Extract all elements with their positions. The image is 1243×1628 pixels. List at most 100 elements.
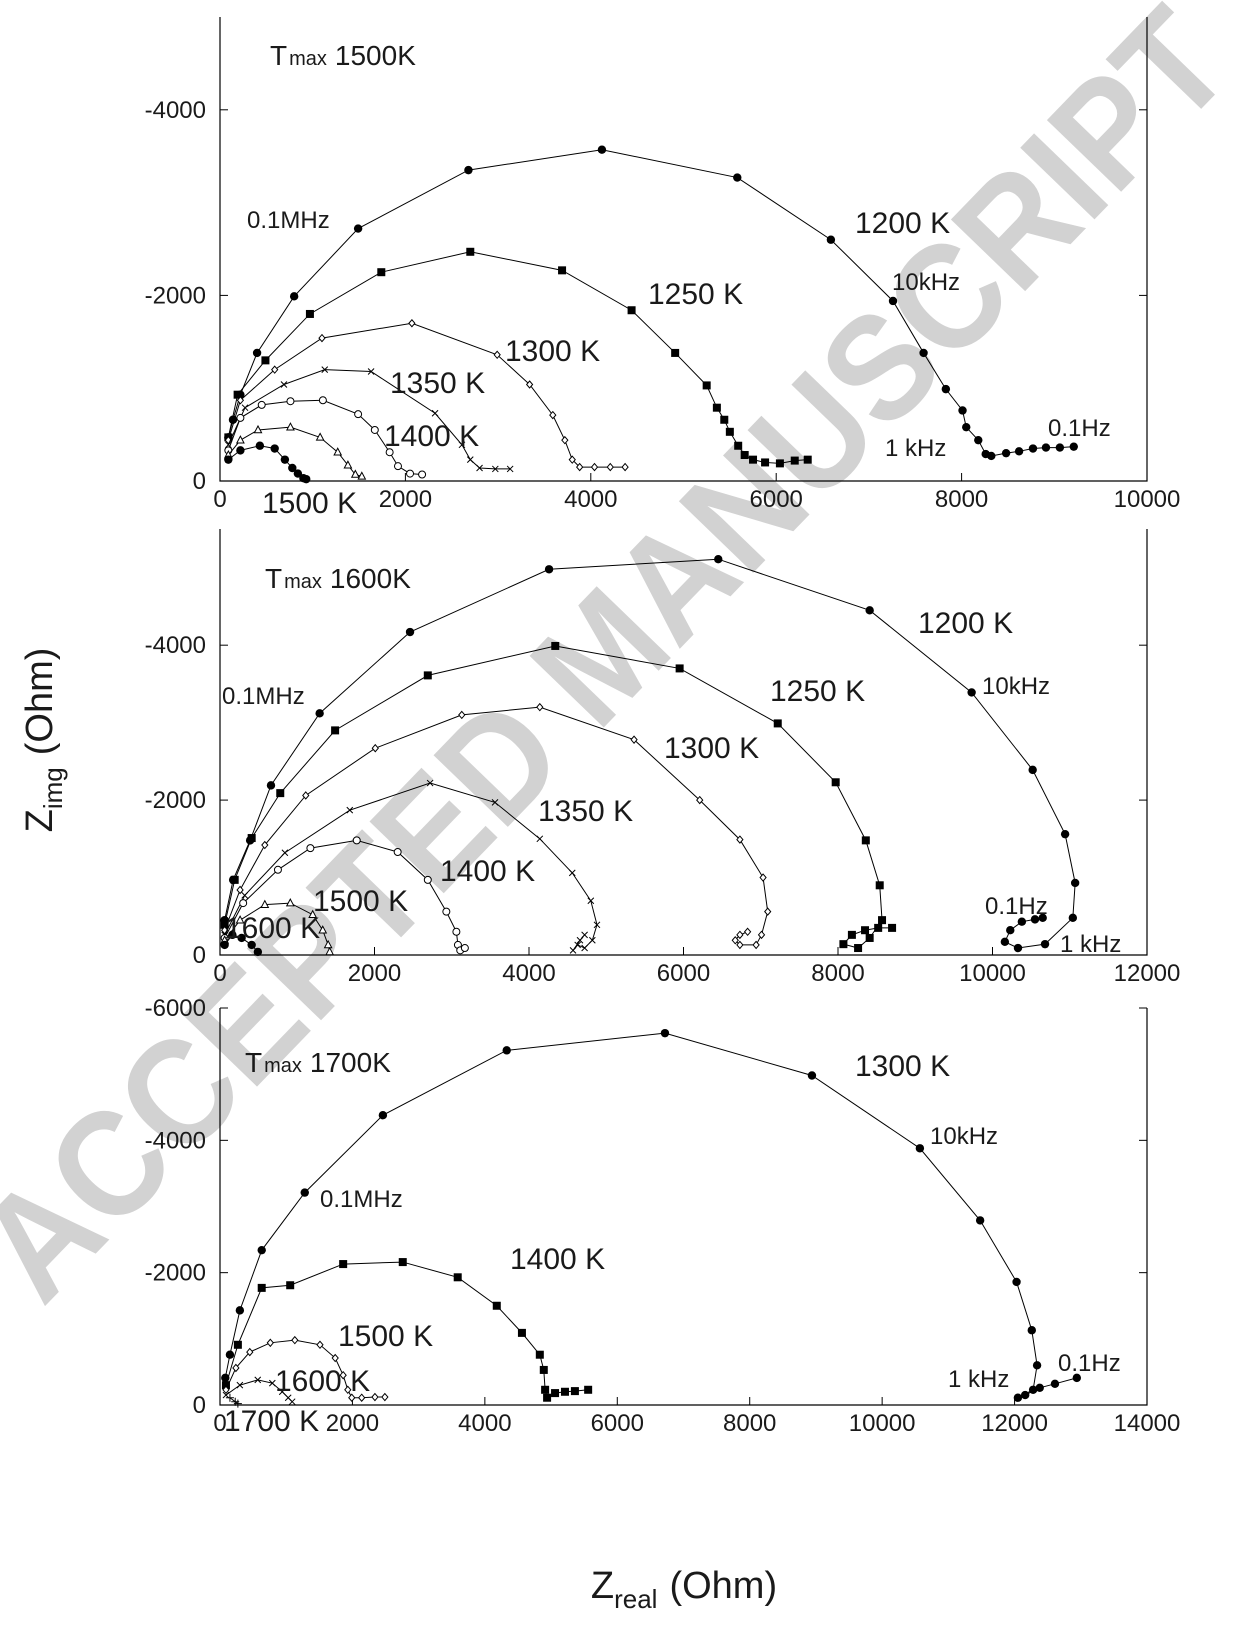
marker — [696, 795, 704, 805]
marker — [861, 926, 870, 935]
marker — [418, 470, 427, 479]
marker — [702, 381, 711, 390]
x-tick-label: 10000 — [849, 1410, 916, 1437]
marker — [257, 1245, 266, 1255]
x-label-unit: (Ohm) — [669, 1565, 777, 1607]
title-text: 1500K — [335, 40, 416, 71]
marker — [235, 1306, 245, 1315]
marker — [888, 296, 898, 306]
y-label-unit: (Ohm) — [19, 648, 61, 756]
marker — [300, 1188, 309, 1197]
marker — [539, 1365, 548, 1374]
marker — [736, 835, 744, 844]
marker — [288, 1398, 296, 1406]
marker — [346, 806, 354, 814]
marker — [323, 939, 333, 949]
frequency-annotation: 1 kHz — [885, 435, 946, 462]
series-label: 1600 K — [225, 912, 320, 945]
marker — [321, 366, 329, 373]
marker — [627, 306, 636, 315]
marker — [318, 333, 326, 343]
marker — [581, 944, 588, 952]
marker — [733, 173, 742, 182]
marker — [225, 1393, 234, 1402]
marker — [220, 925, 229, 935]
marker — [452, 927, 461, 936]
marker — [476, 464, 483, 472]
x-tick-label: 6000 — [657, 960, 710, 987]
series-label: 1600 K — [275, 1365, 370, 1398]
marker — [712, 403, 721, 412]
marker — [492, 1301, 501, 1310]
marker — [569, 946, 577, 954]
y-tick-label: 0 — [193, 468, 206, 495]
marker — [568, 455, 576, 464]
series-label: 1200 K — [918, 607, 1013, 640]
marker — [286, 422, 295, 431]
marker — [458, 710, 466, 720]
marker — [967, 688, 976, 697]
x-tick-label: 2000 — [379, 486, 432, 513]
marker — [587, 897, 595, 905]
marker — [975, 1216, 985, 1225]
title-symbol: T — [270, 40, 287, 71]
frequency-annotation: 0.1Hz — [985, 893, 1048, 920]
marker — [1028, 765, 1037, 775]
marker — [466, 456, 474, 464]
marker — [235, 435, 245, 444]
marker — [551, 641, 560, 650]
marker — [807, 1071, 817, 1080]
x-tick-label: 6000 — [750, 486, 803, 513]
marker — [280, 455, 290, 464]
marker — [237, 933, 246, 943]
marker — [919, 348, 928, 358]
marker — [1027, 1326, 1036, 1335]
marker — [220, 920, 229, 929]
marker — [339, 1260, 348, 1269]
x-tick-label: 14000 — [1114, 1410, 1181, 1437]
marker — [551, 1389, 560, 1398]
marker — [221, 1381, 230, 1390]
panel: 0 2000 4000 6000 8000 10000 12000 14000 0 -2000 -4… — [145, 995, 1181, 1438]
x-label-subscript: real — [614, 1584, 657, 1614]
marker — [233, 390, 242, 399]
marker — [1000, 937, 1010, 947]
x-tick-label: 10000 — [1114, 486, 1181, 513]
y-tick-label: -2000 — [145, 787, 206, 814]
series-label: 1300 K — [664, 732, 759, 765]
marker — [318, 925, 328, 934]
marker — [293, 469, 303, 478]
marker — [378, 1110, 388, 1120]
series-line — [229, 1397, 239, 1405]
frequency-annotation: 0.1Hz — [1058, 1350, 1121, 1377]
marker — [302, 791, 310, 800]
marker — [1030, 915, 1040, 924]
marker — [749, 455, 758, 464]
title-text: 1700K — [310, 1047, 391, 1078]
marker — [535, 1350, 544, 1359]
marker — [561, 435, 569, 445]
marker — [568, 869, 576, 877]
marker — [291, 1335, 299, 1345]
marker — [225, 1350, 235, 1359]
y-tick-label: -4000 — [145, 97, 206, 124]
marker — [1040, 939, 1050, 949]
marker — [232, 1363, 240, 1373]
marker — [370, 425, 379, 434]
x-tick-label: 4000 — [502, 960, 555, 987]
marker — [423, 875, 432, 884]
marker — [1001, 448, 1011, 458]
marker — [1032, 1361, 1042, 1370]
series-label: 1300 K — [505, 335, 600, 368]
marker — [541, 1385, 550, 1394]
marker — [1072, 1373, 1082, 1383]
marker — [1013, 943, 1023, 953]
marker — [381, 1392, 389, 1402]
title-subscript: max — [264, 1055, 302, 1077]
y-tick-label: -6000 — [145, 995, 206, 1022]
series-label: 1400 K — [384, 420, 479, 453]
marker — [671, 348, 680, 357]
title-symbol: T — [265, 563, 282, 594]
marker — [353, 224, 363, 233]
